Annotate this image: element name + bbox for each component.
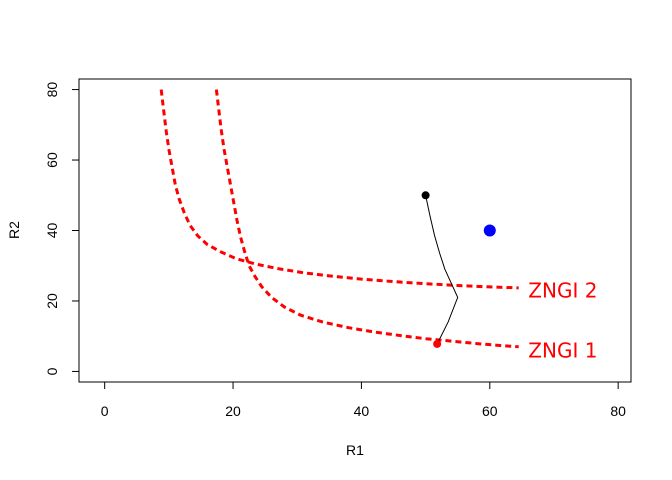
start-point	[421, 191, 430, 200]
y-tick-label: 20	[44, 293, 60, 309]
x-tick-label: 20	[225, 403, 241, 419]
zngi-curve-2	[159, 89, 519, 290]
x-axis-title: R1	[346, 442, 364, 458]
annotation-layer: ZNGI 2 ZNGI 1	[528, 278, 597, 362]
zngi-label-2: ZNGI 1	[528, 338, 597, 362]
x-tick-label: 0	[101, 403, 109, 419]
y-tick-label: 80	[44, 82, 60, 98]
x-axis: 0 20 40 60 80	[101, 381, 626, 419]
x-tick-label: 60	[482, 403, 498, 419]
zngi-label-1: ZNGI 2	[528, 278, 597, 302]
x-tick-label: 40	[354, 403, 370, 419]
y-tick-label: 40	[44, 223, 60, 239]
series-layer	[159, 89, 519, 349]
zngi-curve-1	[214, 89, 519, 349]
y-axis: 0 20 40 60 80	[44, 82, 80, 375]
y-tick-label: 0	[44, 367, 60, 375]
equilibrium-point	[433, 339, 442, 348]
y-axis-title: R2	[6, 221, 22, 239]
trajectory-line	[425, 195, 459, 345]
plot-frame	[78, 78, 632, 383]
y-tick-label: 60	[44, 152, 60, 168]
x-tick-label: 80	[610, 403, 626, 419]
supply-point	[483, 224, 496, 237]
